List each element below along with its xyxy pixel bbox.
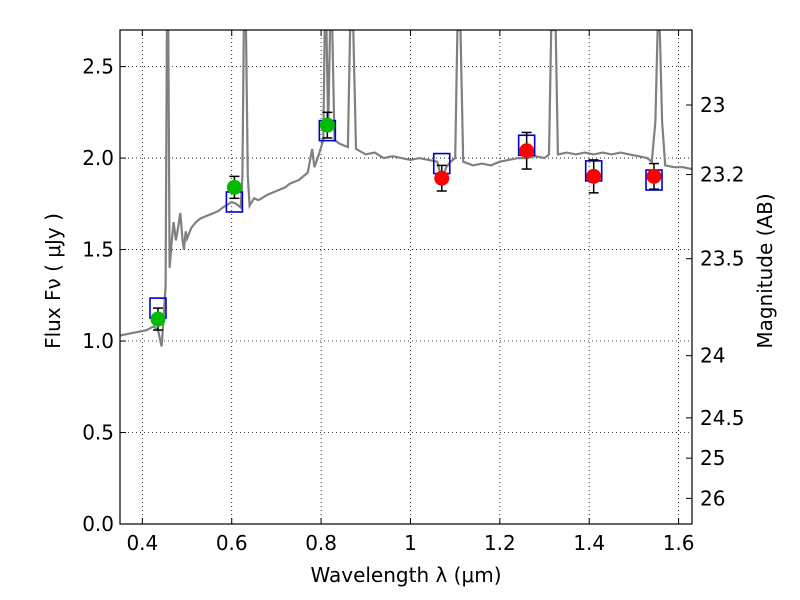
points-layer	[149, 111, 663, 331]
grid	[120, 30, 692, 525]
optical-flux-point	[319, 117, 335, 133]
nir-flux-point	[434, 170, 450, 186]
right-tick-label: 26	[700, 486, 725, 510]
y-tick-label: 1.0	[82, 329, 114, 353]
x-tick-label: 0.4	[126, 531, 158, 555]
spectrum-line	[120, 30, 692, 347]
x-tick-label: 0.8	[305, 531, 337, 555]
spectrum-layer	[120, 30, 692, 347]
y-tick-label: 2.5	[82, 55, 114, 79]
right-tick-label: 24.5	[700, 406, 745, 430]
x-tick-label: 1.4	[573, 531, 605, 555]
x-tick-label: 1	[404, 531, 417, 555]
right-tick-label: 23.2	[700, 163, 745, 187]
x-tick-label: 0.6	[216, 531, 248, 555]
y-tick-label: 0.0	[82, 512, 114, 536]
y-tick-label: 0.5	[82, 421, 114, 445]
plot-frame	[119, 29, 693, 525]
ticks-layer: 0.4 0.6 0.8 1 1.2 1.4 1.6 0.0 0.5 1.0 1.5 2.0 2.5 23 2…	[82, 30, 745, 555]
right-tick-label: 25	[700, 446, 725, 470]
optical-flux-point	[226, 179, 242, 195]
optical-flux-point	[150, 311, 166, 327]
right-tick-label: 24	[700, 344, 725, 368]
nir-flux-point	[519, 143, 535, 159]
nir-flux-point	[586, 168, 602, 184]
right-tick-label: 23	[700, 93, 725, 117]
y-axis-right-label: Magnitude (AB)	[753, 193, 777, 348]
y-axis-label: Flux Fν ( μJy )	[41, 213, 65, 349]
nir-flux-point	[646, 168, 662, 184]
x-axis-label: Wavelength λ (μm)	[310, 563, 501, 587]
right-tick-label: 23.5	[700, 247, 745, 271]
y-tick-label: 2.0	[82, 146, 114, 170]
x-tick-label: 1.2	[484, 531, 516, 555]
x-tick-label: 1.6	[663, 531, 695, 555]
y-tick-label: 1.5	[82, 238, 114, 262]
